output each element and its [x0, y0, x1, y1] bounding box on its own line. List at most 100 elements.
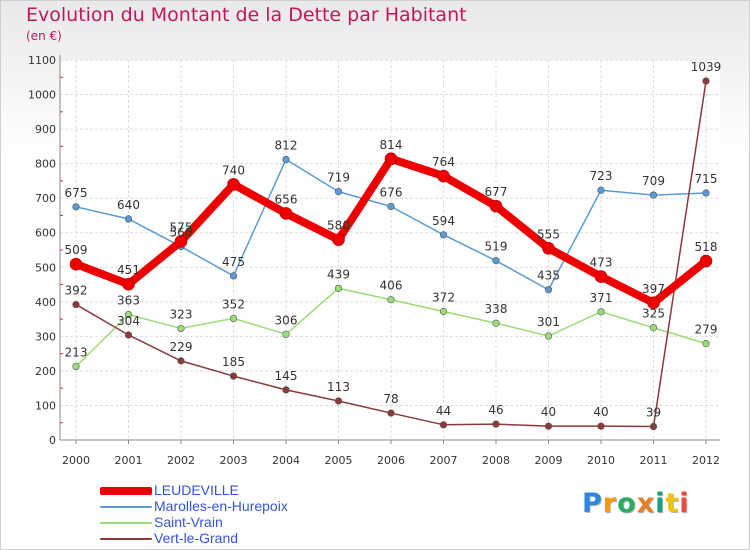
data-point	[649, 191, 658, 199]
data-point	[437, 169, 450, 183]
data-label: 723	[590, 169, 613, 183]
proxiti-logo: Proxiti	[582, 488, 690, 519]
data-point	[702, 77, 710, 85]
x-tick-label: 2010	[587, 454, 615, 467]
data-point	[597, 422, 605, 430]
data-label: 473	[590, 256, 613, 270]
data-label: 1039	[691, 60, 722, 74]
y-tick-label: 1100	[28, 54, 56, 67]
data-point	[492, 420, 500, 428]
data-label: 392	[65, 284, 88, 298]
data-label: 306	[275, 313, 298, 327]
data-point	[492, 257, 500, 265]
data-label: 594	[432, 214, 455, 228]
x-tick-label: 2006	[377, 454, 405, 467]
data-label: 555	[537, 227, 560, 241]
x-tick-label: 2002	[167, 454, 195, 467]
data-label: 185	[222, 355, 245, 369]
y-tick-label: 400	[35, 296, 56, 309]
legend-label: Marolles-en-Hurepoix	[154, 498, 288, 514]
data-point	[227, 178, 240, 191]
logo-letter: t	[665, 488, 680, 519]
data-label: 44	[436, 404, 451, 418]
data-label: 213	[65, 345, 88, 359]
data-point	[124, 311, 133, 319]
y-tick-label: 300	[35, 330, 56, 343]
data-point	[647, 296, 660, 310]
data-point	[702, 340, 710, 348]
data-label: 229	[170, 340, 193, 354]
data-label: 372	[432, 290, 455, 304]
y-tick-label: 100	[35, 399, 56, 412]
data-point	[439, 231, 448, 239]
series-layer	[69, 77, 713, 431]
data-point	[594, 270, 608, 283]
data-label: 145	[275, 369, 298, 383]
data-label: 40	[541, 405, 556, 419]
data-point	[282, 386, 290, 394]
data-label: 406	[380, 279, 403, 293]
legend-swatch	[100, 538, 152, 540]
data-point	[439, 307, 448, 316]
y-tick-label: 700	[35, 192, 56, 205]
legend-swatch	[100, 522, 152, 524]
data-label: 40	[593, 405, 608, 419]
logo-letter: x	[636, 488, 656, 519]
data-point	[72, 300, 80, 309]
data-point	[387, 202, 395, 211]
x-tick-label: 2003	[220, 454, 248, 467]
data-point	[597, 186, 605, 194]
data-point	[334, 397, 343, 405]
data-point	[544, 332, 553, 340]
data-label: 325	[642, 307, 665, 321]
logo-letter: o	[617, 488, 637, 519]
data-label: 279	[695, 323, 718, 337]
chart-subtitle: (en €)	[26, 29, 62, 43]
data-point	[334, 284, 343, 292]
legend-label: Vert-le-Grand	[154, 530, 239, 546]
data-label: 475	[222, 255, 245, 269]
data-label: 518	[695, 240, 718, 254]
data-point	[229, 272, 238, 280]
x-tick-label: 2000	[62, 454, 90, 467]
data-point	[489, 199, 503, 213]
logo-letter: i	[655, 488, 666, 519]
data-label: 113	[327, 380, 350, 394]
data-point	[174, 235, 188, 248]
x-tick-label: 2012	[692, 454, 720, 467]
data-point	[122, 277, 135, 291]
data-point	[72, 362, 80, 371]
y-tick-label: 900	[35, 123, 56, 136]
data-label: 397	[642, 282, 665, 296]
data-label: 371	[590, 291, 613, 305]
data-point	[439, 421, 448, 429]
data-point	[649, 324, 658, 332]
data-point	[544, 286, 553, 294]
data-label: 39	[646, 406, 661, 420]
data-point	[229, 314, 238, 323]
data-point	[282, 155, 290, 164]
data-label: 719	[327, 171, 350, 185]
y-tick-label: 200	[35, 365, 56, 378]
data-label: 656	[275, 192, 298, 206]
data-point	[384, 152, 398, 166]
data-label: 575	[170, 220, 193, 234]
chart-title: Evolution du Montant de la Dette par Hab…	[26, 4, 467, 26]
data-label: 709	[642, 174, 665, 188]
data-label: 304	[117, 314, 140, 328]
data-point	[387, 409, 395, 417]
legend-label: Saint-Vrain	[154, 514, 223, 530]
data-label: 580	[327, 219, 350, 233]
y-tick-label: 800	[35, 158, 56, 171]
logo-letter: P	[582, 488, 603, 519]
x-tick-label: 2004	[272, 454, 300, 467]
data-label: 640	[117, 198, 140, 212]
data-point	[699, 254, 713, 268]
data-label: 338	[485, 302, 508, 316]
y-tick-label: 600	[35, 227, 56, 240]
data-label: 46	[488, 403, 503, 417]
x-tick-label: 2007	[430, 454, 458, 467]
data-point	[177, 357, 185, 365]
y-tick-label: 1000	[28, 89, 56, 102]
